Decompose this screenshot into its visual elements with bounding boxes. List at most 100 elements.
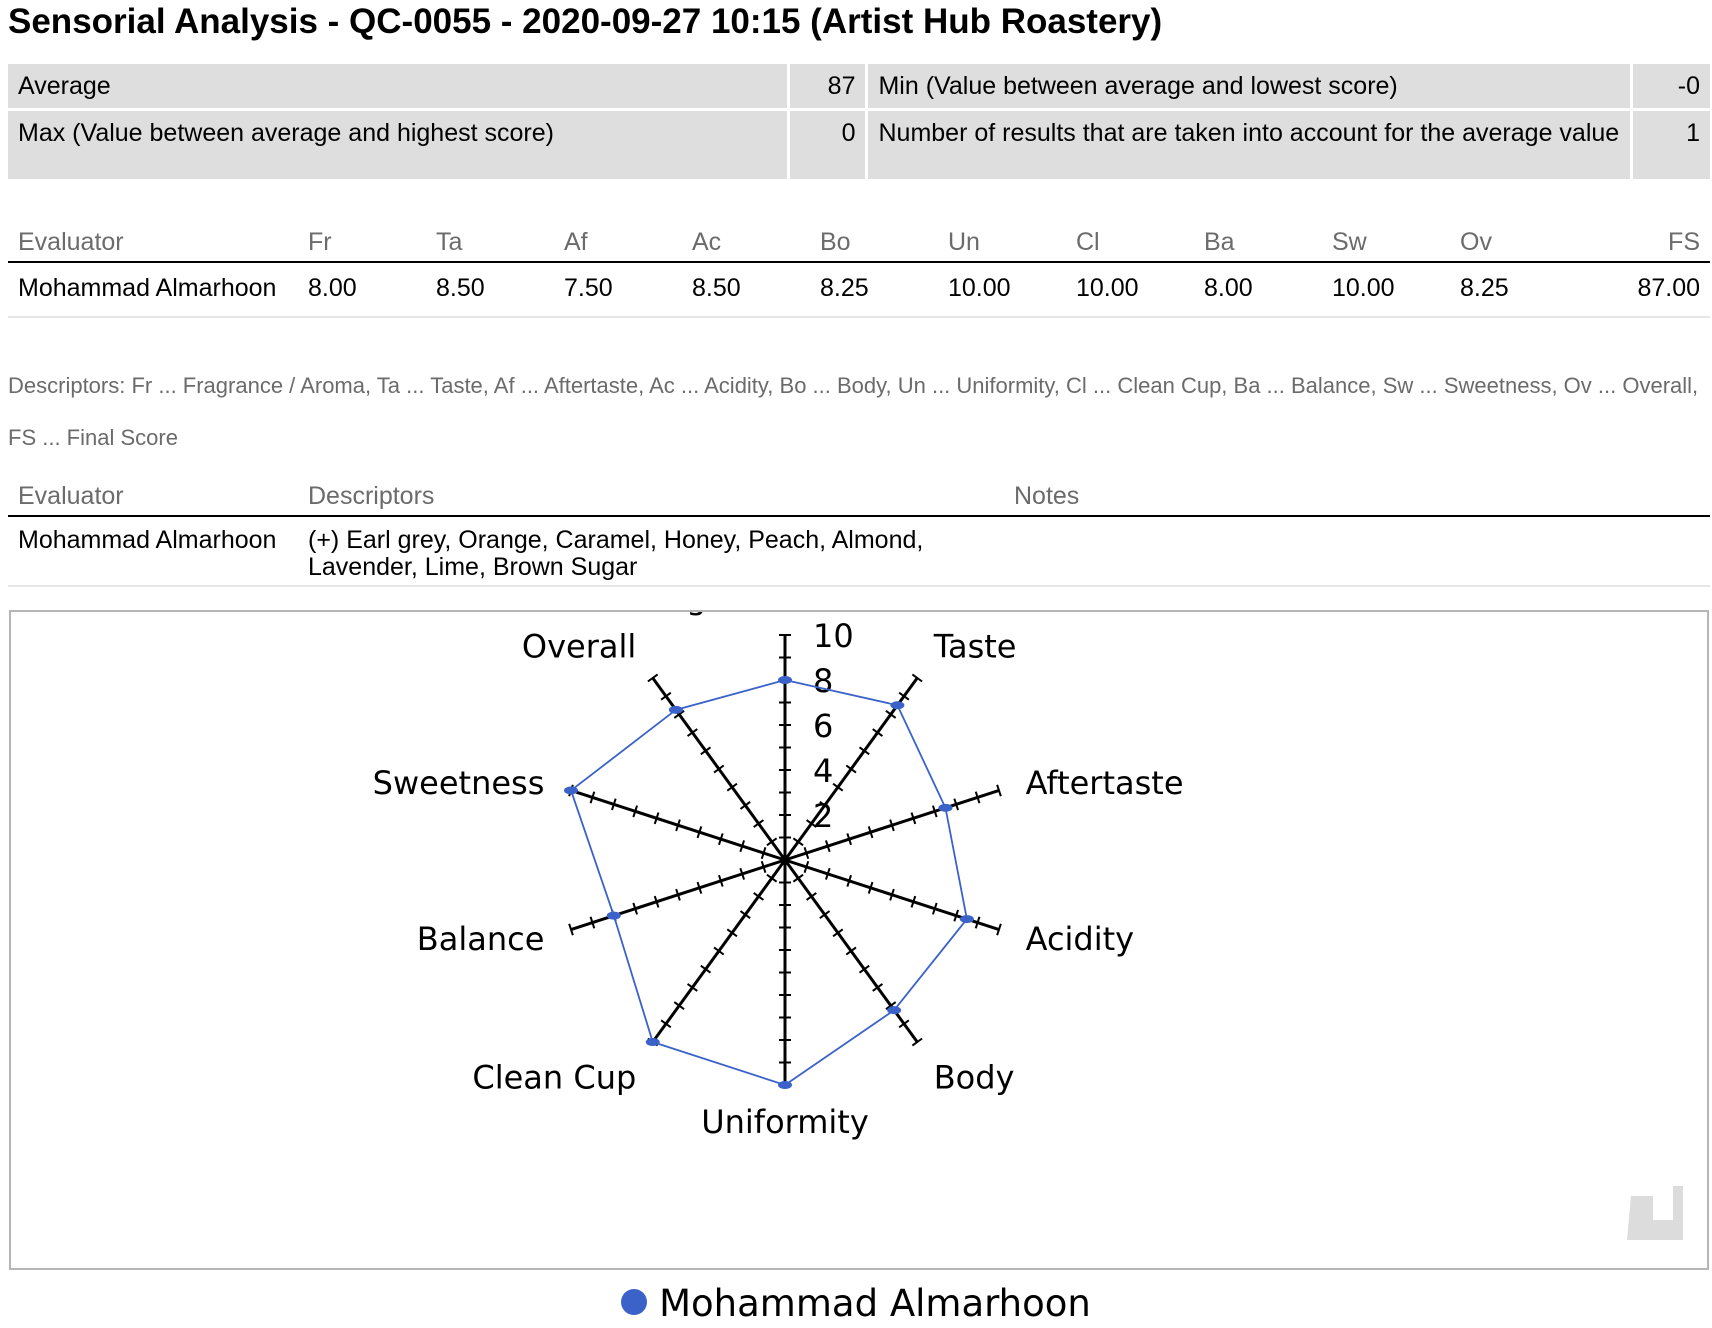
radar-axis-tick [760, 847, 767, 860]
radar-axis-tick [867, 826, 874, 839]
radar-axis-tick [792, 873, 804, 883]
radar-axis-tick [832, 782, 844, 792]
radar-axis-tick [872, 728, 884, 737]
radar-tick-label: 4 [813, 752, 833, 790]
count-value: 1 [1633, 111, 1710, 179]
radar-axis-tick [739, 840, 746, 853]
scores-cell: 87.00 [1580, 262, 1710, 318]
radar-axis-tick [974, 916, 981, 929]
scores-header-ta: Ta [426, 224, 554, 263]
radar-axis-tick [760, 860, 767, 873]
radar-axis-tick [824, 840, 831, 853]
table-row: Mohammad Almarhoon 8.00 8.50 7.50 8.50 8.25 10… [8, 262, 1710, 318]
radar-axis-tick [686, 983, 698, 992]
radar-data-point [959, 915, 974, 924]
radar-axis-tick [885, 1001, 897, 1010]
radar-axis-tick [673, 1001, 685, 1010]
notes-cell: (+) Earl grey, Orange, Caramel, Honey, P… [298, 516, 1004, 587]
radar-axis-tick [696, 881, 703, 894]
radar-axis-tick [845, 764, 857, 774]
radar-axis-tick [846, 874, 853, 887]
radar-axis-tick [713, 946, 725, 956]
scores-cell: 10.00 [1066, 262, 1194, 318]
radar-axis-tick [753, 819, 764, 828]
radar-axis-tick [660, 1019, 672, 1029]
radar-axis-tick [766, 837, 778, 847]
scores-header-af: Af [554, 224, 682, 263]
radar-axis-tick [653, 812, 660, 825]
radar-axis-tick [717, 833, 724, 846]
scores-cell: 10.00 [1322, 262, 1450, 318]
radar-axis-tick [996, 923, 1002, 936]
radar-axis-tick [660, 691, 672, 701]
radar-axis-label-balance: Balance [417, 920, 545, 958]
series-legend: Mohammad Almarhoon [0, 1282, 1712, 1325]
radar-axis-tick [675, 888, 681, 901]
notes-header-evaluator: Evaluator [8, 478, 298, 517]
scores-cell: 8.25 [1450, 262, 1580, 318]
scores-header-fr: Fr [298, 224, 426, 263]
average-value: 87 [789, 64, 866, 108]
notes-header-notes: Notes [1004, 478, 1710, 517]
radar-data-point [778, 1081, 792, 1089]
radar-axis-tick [589, 791, 596, 804]
radar-axis-tick [889, 819, 895, 832]
radar-data-point [778, 676, 792, 684]
scores-cell: 7.50 [554, 262, 682, 318]
max-label: Max (Value between average and highest s… [8, 111, 787, 179]
radar-axis-tick [824, 867, 831, 880]
radar-axis-tick [867, 881, 874, 894]
radar-axis-tick [766, 873, 778, 883]
radar-axis-tick [996, 784, 1002, 797]
radar-axis-tick [858, 964, 870, 974]
radar-axis-tick [819, 801, 831, 810]
radar-axis-tick [792, 837, 804, 847]
radar-axis-tick [898, 691, 910, 701]
radar-axis-label-overall: Overall [522, 627, 636, 665]
radar-axis-label-acidity: Acidity [1026, 920, 1135, 958]
scores-cell: 8.50 [682, 262, 810, 318]
radar-axis-tick [931, 805, 938, 818]
radar-chart: Fragrance / Aroma Taste Aftertaste Acidity B… [373, 579, 1184, 1141]
scores-cell: 8.50 [426, 262, 554, 318]
radar-axis-tick [845, 946, 857, 956]
max-value: 0 [789, 111, 866, 179]
scores-cell: 8.00 [1194, 262, 1322, 318]
radar-axis-tick [675, 819, 681, 832]
radar-axis-label-fragrance-aroma: Fragrance / Aroma [637, 612, 932, 617]
radar-axis-tick [974, 791, 981, 804]
scores-cell: 8.00 [298, 262, 426, 318]
min-label: Min (Value between average and lowest sc… [868, 64, 1631, 108]
min-value: -0 [1633, 64, 1710, 108]
scores-header-row: Evaluator Fr Ta Af Ac Bo Un Cl Ba Sw Ov FS [8, 224, 1710, 263]
radar-data-point [890, 701, 905, 710]
radar-axis-label-sweetness: Sweetness [373, 764, 545, 802]
watermark-logo [1627, 1186, 1683, 1240]
radar-axis-tick [686, 728, 698, 737]
radar-axis-tick [726, 928, 738, 938]
radar-axis-label-taste: Taste [933, 627, 1017, 665]
scores-header-ba: Ba [1194, 224, 1322, 263]
radar-axis-tick [673, 710, 685, 719]
radar-axis-tick [753, 892, 764, 901]
average-label: Average [8, 64, 787, 108]
radar-axis-tick [647, 673, 659, 683]
radar-axis-tick [910, 812, 917, 825]
radar-axis-tick [953, 909, 959, 922]
radar-axis-tick [632, 805, 639, 818]
radar-tick-label: 8 [813, 662, 833, 700]
scores-cell: Mohammad Almarhoon [8, 262, 298, 318]
radar-axis-tick [832, 928, 844, 938]
radar-axis-tick [911, 1037, 923, 1047]
radar-axis-tick [589, 916, 596, 929]
radar-axis-tick [803, 847, 810, 860]
radar-axis-tick [846, 833, 853, 846]
scores-table: Evaluator Fr Ta Af Ac Bo Un Cl Ba Sw Ov FS Mohammad… [8, 224, 1710, 318]
scores-header-ov: Ov [1450, 224, 1580, 263]
scores-header-fs: FS [1580, 224, 1710, 263]
radar-tick-label: 6 [813, 707, 833, 745]
scores-cell: 8.25 [810, 262, 938, 318]
radar-data-point [887, 1006, 902, 1015]
radar-axis-tick [713, 764, 725, 774]
radar-axis-tick [858, 746, 870, 756]
